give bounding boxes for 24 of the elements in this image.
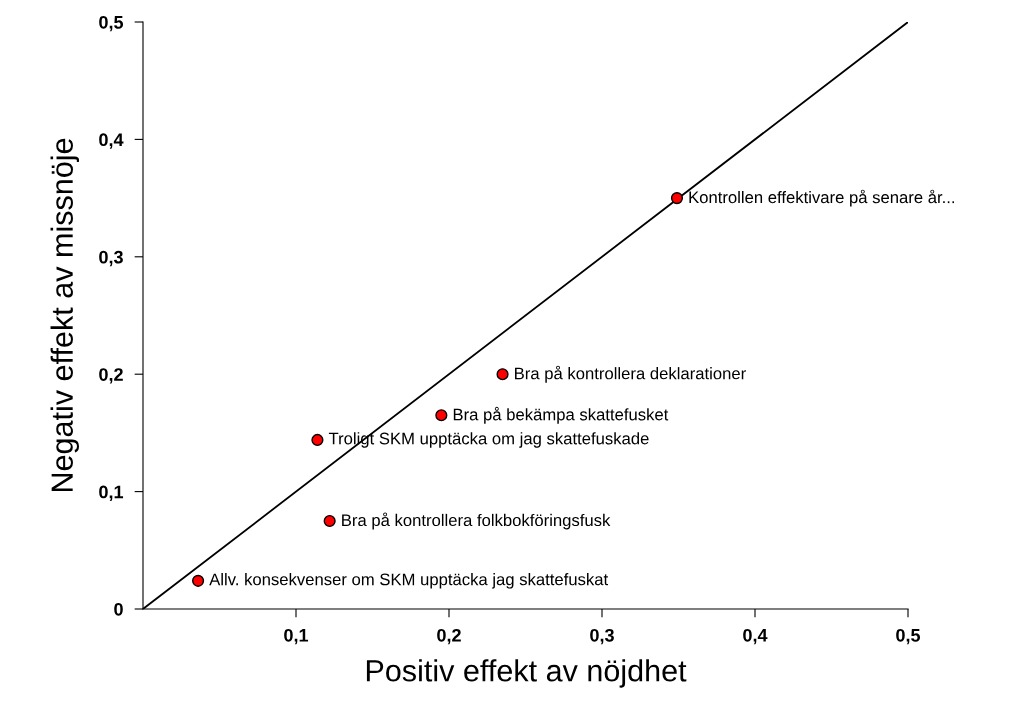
annotation: Allv. konsekvenser om SKM upptäcka jag skattefuskat: [209, 573, 609, 589]
annotation: Kontrollen effektivare på senare år...: [689, 189, 955, 207]
x-tick-label: 0,2: [437, 628, 461, 645]
point: [496, 368, 509, 381]
point: [670, 192, 684, 205]
y-axis-title: Negativ effekt av missnöje: [50, 138, 80, 492]
point: [192, 574, 205, 587]
point: [323, 514, 336, 528]
point: [435, 409, 448, 422]
y-tick-label: 0,2: [99, 368, 123, 384]
annotation: Bra på kontrollera folkbokföringsfusk: [342, 512, 611, 530]
y-tick-label: 0: [114, 602, 123, 616]
y-tick-label: 0,4: [99, 133, 124, 149]
x-tick-label: 0,4: [743, 628, 768, 645]
point: [311, 433, 324, 447]
x-tick-label: 0,5: [896, 628, 921, 645]
y-tick-label: 0,3: [99, 250, 123, 267]
annotation: Bra på bekämpa skattefusket: [453, 406, 669, 424]
y-tick-label: 0,1: [99, 485, 124, 501]
y-tick-label: 0,5: [99, 15, 124, 32]
x-axis-title: Positiv effekt av nöjdhet: [366, 659, 687, 688]
x-tick-label: 0,1: [284, 628, 309, 645]
x-tick-label: 0,3: [590, 628, 614, 645]
annotation: Bra på kontrollera deklarationer: [515, 365, 746, 383]
